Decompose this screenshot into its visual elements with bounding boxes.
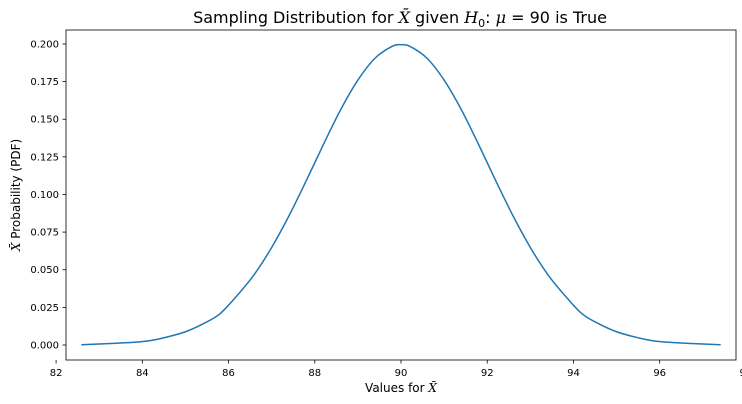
y-tick-label: 0.100 [30, 190, 59, 201]
x-tick-label: 90 [395, 368, 408, 379]
x-tick-label: 92 [481, 368, 494, 379]
x-tick-label: 96 [653, 368, 666, 379]
y-axis-label: X̄ Probability (PDF) [8, 139, 23, 252]
x-tick-label: 84 [136, 368, 149, 379]
x-axis-label: Values for X̄ [365, 380, 437, 395]
x-tick-label: 82 [50, 368, 63, 379]
x-tick-label: 86 [222, 368, 235, 379]
x-tick-label: 94 [567, 368, 580, 379]
chart-title: Sampling Distribution for X̄ given H0: μ… [193, 6, 607, 30]
x-tick-label: 88 [308, 368, 321, 379]
y-tick-label: 0.175 [30, 77, 59, 88]
y-tick-label: 0.200 [30, 39, 59, 50]
y-tick-label: 0.150 [30, 115, 59, 126]
y-tick-label: 0.125 [30, 152, 59, 163]
y-tick-label: 0.075 [30, 228, 59, 239]
y-tick-label: 0.025 [30, 303, 59, 314]
y-tick-label: 0.000 [30, 341, 59, 352]
y-tick-label: 0.050 [30, 265, 59, 276]
